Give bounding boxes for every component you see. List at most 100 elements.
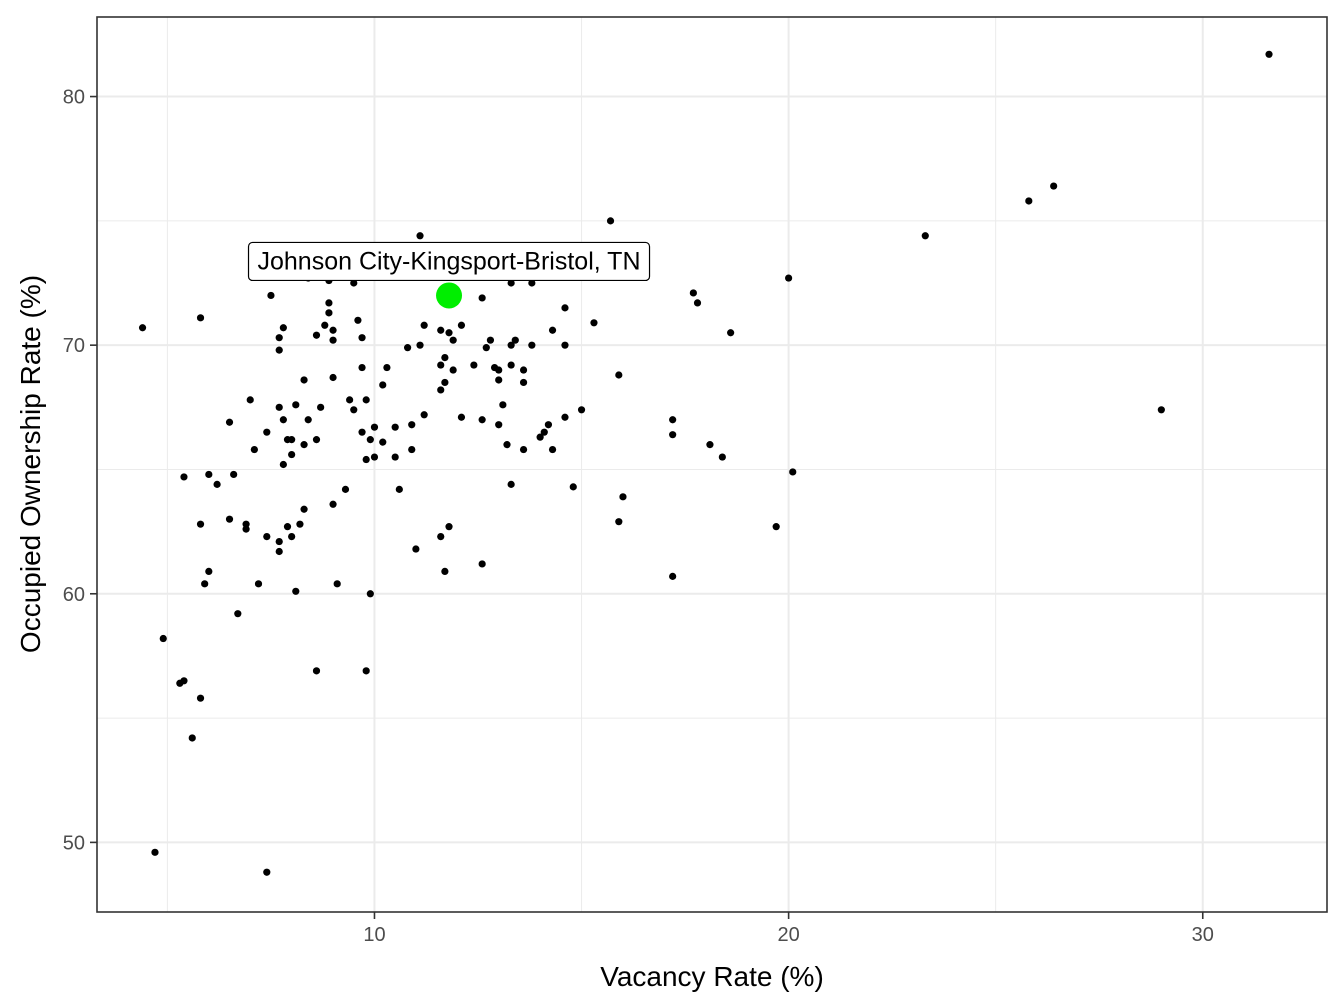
data-point (420, 321, 428, 329)
data-point (785, 274, 793, 282)
data-point (230, 470, 238, 479)
data-point (288, 532, 296, 541)
data-point (151, 848, 159, 856)
data-point (205, 470, 213, 479)
data-point (478, 416, 486, 424)
data-point (689, 289, 697, 297)
data-point (362, 667, 370, 675)
data-point (789, 468, 797, 476)
data-point (441, 353, 449, 362)
data-point (1157, 406, 1165, 414)
data-point (437, 386, 445, 394)
data-point (196, 520, 205, 528)
data-point (457, 321, 466, 329)
data-point (404, 344, 412, 352)
data-point (312, 436, 321, 444)
data-point (519, 445, 528, 454)
data-point (254, 580, 263, 588)
y-tick-label: 60 (63, 584, 85, 606)
data-point (292, 401, 300, 409)
data-point (275, 346, 283, 354)
data-point (561, 304, 569, 312)
x-axis-title: Vacancy Rate (%) (600, 961, 824, 992)
data-point (449, 336, 457, 344)
data-point (300, 441, 308, 449)
data-point (619, 493, 627, 501)
data-point (354, 316, 362, 324)
y-tick-label: 50 (63, 832, 85, 854)
data-point (457, 413, 466, 421)
data-point (275, 334, 283, 342)
data-point (391, 453, 399, 461)
x-tick-label: 30 (1192, 924, 1214, 946)
data-point (445, 523, 453, 531)
y-axis: 50 60 70 80 (63, 87, 97, 854)
data-point (250, 445, 258, 454)
data-point (507, 341, 515, 349)
data-point (669, 416, 677, 424)
data-point (279, 460, 287, 469)
data-point (201, 580, 209, 588)
data-point (519, 366, 528, 374)
data-point (445, 329, 453, 337)
data-point (416, 232, 424, 240)
data-point (312, 331, 321, 339)
data-point (288, 450, 296, 459)
data-point (495, 421, 503, 429)
data-point (548, 326, 557, 334)
data-point (188, 734, 196, 742)
y-tick-label: 70 (63, 335, 85, 357)
data-point (420, 411, 428, 419)
data-point (395, 485, 403, 493)
data-point (242, 525, 250, 533)
data-point (283, 523, 292, 531)
data-point (561, 341, 569, 349)
data-point (329, 336, 337, 344)
data-point (138, 324, 147, 332)
data-point (482, 344, 490, 352)
data-point (329, 326, 337, 334)
data-point (519, 378, 528, 387)
y-tick-label: 80 (63, 87, 85, 109)
data-point (1025, 197, 1033, 205)
data-point (312, 667, 321, 675)
data-point (333, 580, 341, 588)
data-point (329, 373, 337, 382)
data-point (370, 423, 379, 431)
data-point (606, 217, 615, 225)
data-point (275, 537, 283, 546)
data-point (577, 406, 586, 414)
data-point (478, 294, 486, 302)
data-point (727, 329, 735, 337)
data-point (196, 694, 205, 702)
data-point (370, 453, 379, 461)
data-point (437, 326, 445, 334)
data-point (1265, 50, 1273, 58)
data-point (391, 423, 399, 431)
highlight-point (436, 282, 463, 309)
data-point (350, 279, 358, 287)
data-point (358, 428, 366, 436)
data-point (346, 396, 354, 404)
data-point (279, 416, 287, 424)
data-point (486, 336, 495, 344)
data-point (772, 523, 780, 531)
data-point (246, 396, 254, 404)
data-point (358, 334, 366, 342)
data-point (366, 436, 374, 444)
data-point (234, 610, 242, 618)
data-point (304, 416, 312, 424)
data-point (300, 505, 308, 513)
data-point (263, 868, 271, 876)
panel-border (96, 16, 1328, 913)
data-point (317, 403, 325, 411)
data-point (350, 406, 358, 414)
data-point (205, 567, 213, 576)
data-point (495, 376, 503, 384)
data-point (275, 403, 283, 411)
data-point (615, 371, 623, 379)
data-point (196, 314, 205, 322)
data-point (263, 428, 271, 436)
data-point (180, 677, 188, 685)
data-point (536, 433, 544, 441)
